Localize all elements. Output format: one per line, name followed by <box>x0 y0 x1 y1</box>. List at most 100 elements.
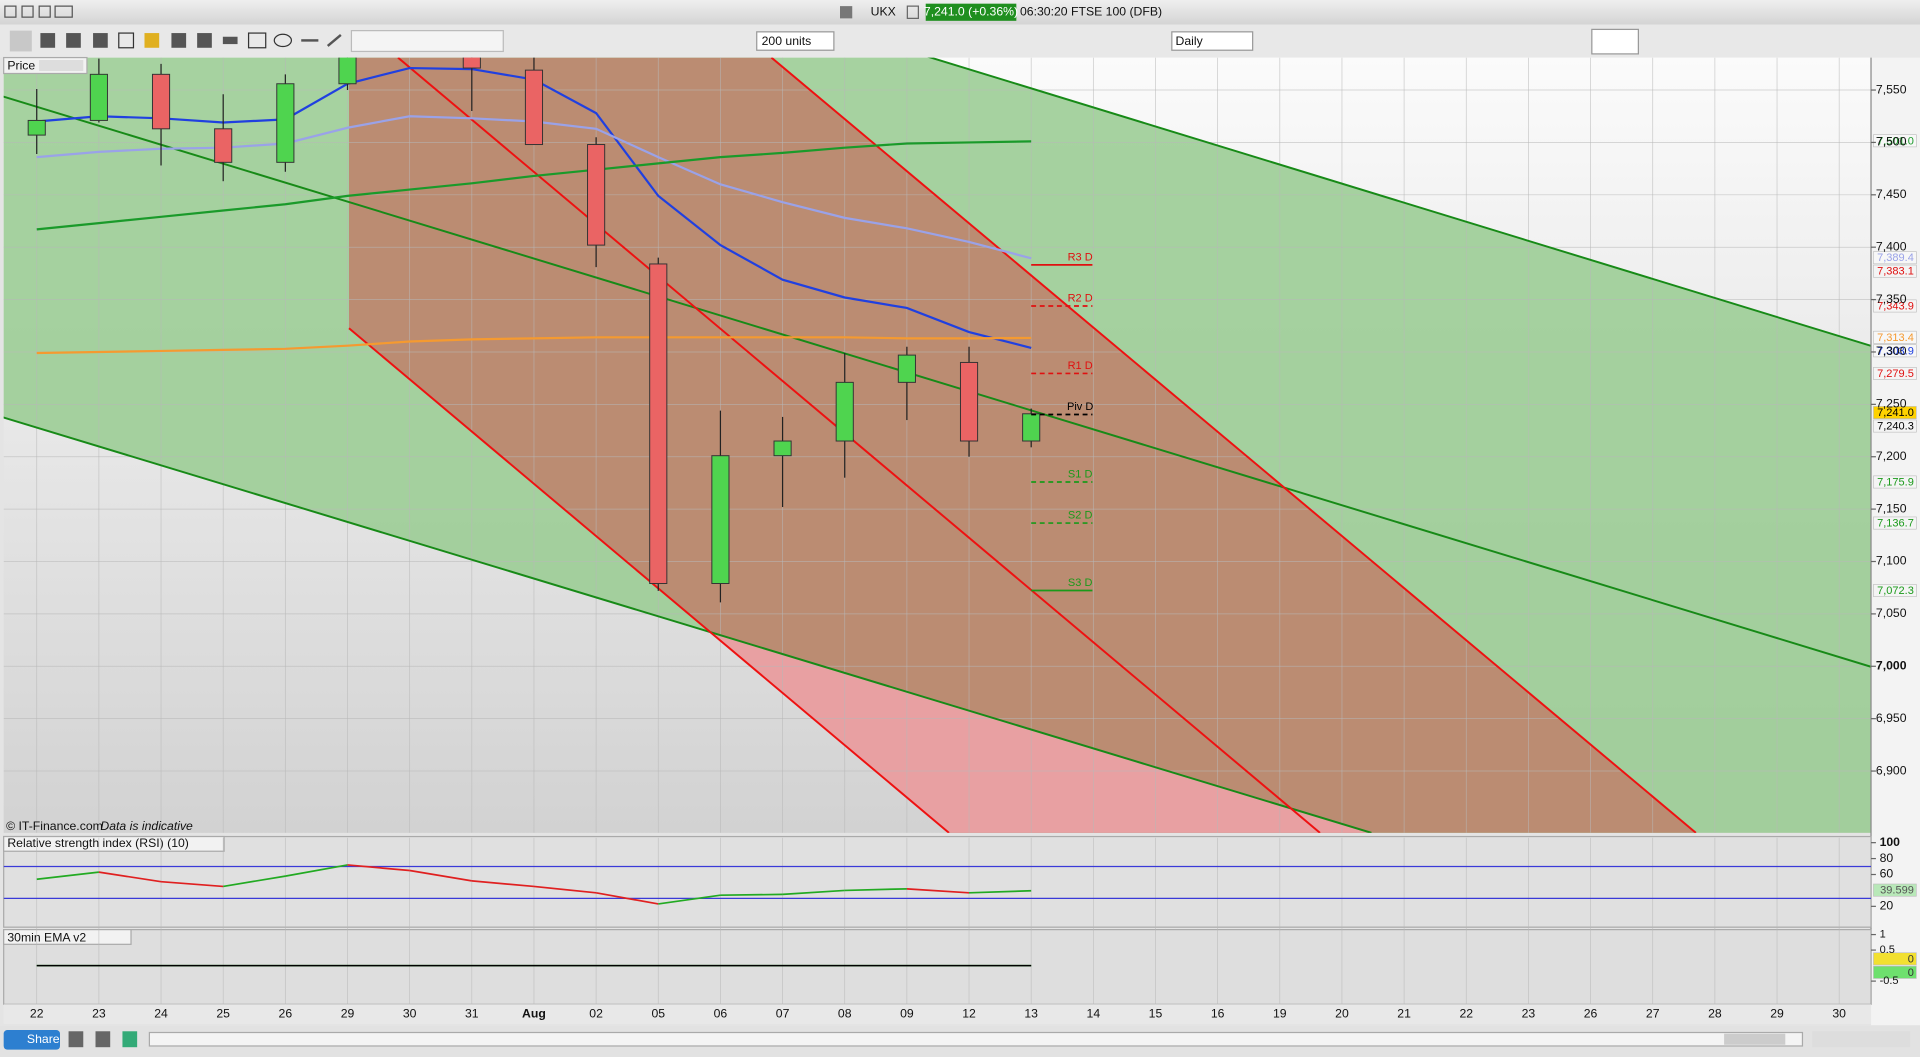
rsi-segment <box>906 887 970 894</box>
x-tick-label: 30 <box>1832 1006 1846 1020</box>
price-tag-label: 7,136.7 <box>1877 518 1914 530</box>
moving-average <box>36 140 1032 231</box>
price-tag-label: 7,383.1 <box>1877 266 1914 278</box>
rsi-segment <box>98 871 162 883</box>
zoom-tool[interactable] <box>40 33 56 48</box>
price-tag-label: 7,175.9 <box>1877 477 1914 489</box>
price-tag-label: 7,501.0 <box>1877 135 1914 147</box>
trend-line <box>3 416 1372 833</box>
delete-tool[interactable] <box>197 33 212 48</box>
candle-body <box>89 73 108 121</box>
candle-body <box>462 57 481 69</box>
x-axis-labels: 22 23 24 25 26 29 30 31 Aug 02 05 06 07 08 09 12 13 14 15 1… <box>30 1006 1846 1020</box>
interval-select[interactable] <box>1171 31 1254 51</box>
x-tick-label: 22 <box>30 1006 44 1020</box>
alert-tool[interactable] <box>144 33 160 48</box>
price-tag-label: 7,303.9 <box>1877 345 1914 357</box>
x-tick-label: Aug <box>522 1006 546 1020</box>
share-label: Share <box>27 1032 60 1046</box>
price-tag-label: 7,241.0 <box>1877 407 1914 419</box>
tool-icons <box>9 30 504 53</box>
price-tag <box>1873 883 1917 897</box>
trend-line <box>397 57 1321 833</box>
x-tick-label: 24 <box>154 1006 168 1020</box>
price-tag <box>1873 406 1917 419</box>
sub-panels <box>3 837 1872 1005</box>
scrollbar[interactable] <box>148 1031 1804 1047</box>
price-tag <box>1873 952 1917 966</box>
rsi-segment <box>969 889 1032 894</box>
price-tag <box>1873 299 1917 313</box>
x-tick-label: 26 <box>279 1006 293 1020</box>
line-tool[interactable] <box>326 33 342 47</box>
y-tick-label: 60 <box>1880 867 1894 881</box>
pivot-label: S1 D <box>1068 469 1093 481</box>
trend-lines <box>3 57 1872 833</box>
info-icon[interactable] <box>906 5 919 19</box>
y-tick-label: 7,450 <box>1876 187 1907 201</box>
y-tick-label: 7,150 <box>1876 501 1907 515</box>
raff-tool[interactable] <box>93 33 108 48</box>
panel-buttons[interactable] <box>39 60 84 72</box>
zoom-buttons[interactable] <box>1812 1031 1911 1048</box>
text-tool[interactable] <box>118 32 135 49</box>
rsi-segment <box>595 891 659 905</box>
share-button[interactable] <box>3 1030 60 1050</box>
trend-line <box>927 57 1872 347</box>
x-tick-label: 25 <box>216 1006 230 1020</box>
price-tag-label: 7,240.3 <box>1877 421 1914 433</box>
keyboard-button[interactable] <box>54 5 73 18</box>
hammer-tool[interactable] <box>171 33 187 48</box>
price-tag <box>1873 419 1917 433</box>
x-axis <box>3 1004 1872 1024</box>
pivot-label: R2 D <box>1068 293 1093 305</box>
tool-button[interactable] <box>68 1031 84 1048</box>
x-tick-label: 15 <box>1149 1006 1163 1020</box>
tool-button[interactable] <box>122 1031 138 1048</box>
scroll-thumb[interactable] <box>1724 1033 1786 1045</box>
candle-body <box>773 440 792 457</box>
candle-body <box>524 69 544 146</box>
price-tag-label: 7,343.9 <box>1877 300 1914 312</box>
fib-tool[interactable] <box>66 33 81 48</box>
tool-button[interactable] <box>95 1031 111 1048</box>
x-tick-label: 19 <box>1273 1006 1287 1020</box>
y-tick-label: 1 <box>1880 928 1886 940</box>
price-tag-label: 7,279.5 <box>1877 368 1914 380</box>
quote: 7,241.0 (+0.36%) <box>924 4 1018 18</box>
candle-body <box>151 73 171 130</box>
arrow-tool[interactable] <box>222 36 238 45</box>
close-button[interactable] <box>4 5 17 18</box>
price-tag <box>1873 584 1917 597</box>
rsi-segment <box>223 875 286 888</box>
x-tick-label: 23 <box>92 1006 106 1020</box>
panel-header <box>3 835 225 852</box>
pointer-tool[interactable] <box>9 30 32 52</box>
units-select[interactable] <box>756 31 835 51</box>
price-tags: 7,303.9 7,389.4 7,313.4 7,501.0 7,241.0 7,383… <box>1873 134 1917 979</box>
chart-type-button[interactable] <box>1591 28 1639 55</box>
rect-tool[interactable] <box>247 32 267 49</box>
price-tag <box>1873 475 1917 489</box>
price-tag <box>1873 134 1917 148</box>
y-tick-label: 6,950 <box>1876 711 1907 725</box>
x-tick-label: 31 <box>465 1006 479 1020</box>
hline-tool[interactable] <box>301 39 319 42</box>
copyright: © IT-Finance.com <box>6 819 103 833</box>
candle-body <box>587 144 606 246</box>
ellipse-tool[interactable] <box>273 33 293 48</box>
x-tick-label: 16 <box>1211 1006 1225 1020</box>
restore-button[interactable] <box>38 5 51 18</box>
candle-body <box>959 361 979 442</box>
y-tick-label: 7,050 <box>1876 606 1907 620</box>
y-tick-label: 7,400 <box>1876 239 1907 253</box>
rsi-segment <box>347 864 410 872</box>
pivot-label: Piv D <box>1067 401 1093 413</box>
trend-line <box>3 95 1872 668</box>
color-palette[interactable] <box>350 30 504 53</box>
value-axis <box>1871 57 1920 1026</box>
rsi-panel <box>3 835 1872 928</box>
price-tag <box>1873 367 1917 380</box>
minimize-button[interactable] <box>21 5 34 18</box>
candle-body <box>1022 413 1041 442</box>
